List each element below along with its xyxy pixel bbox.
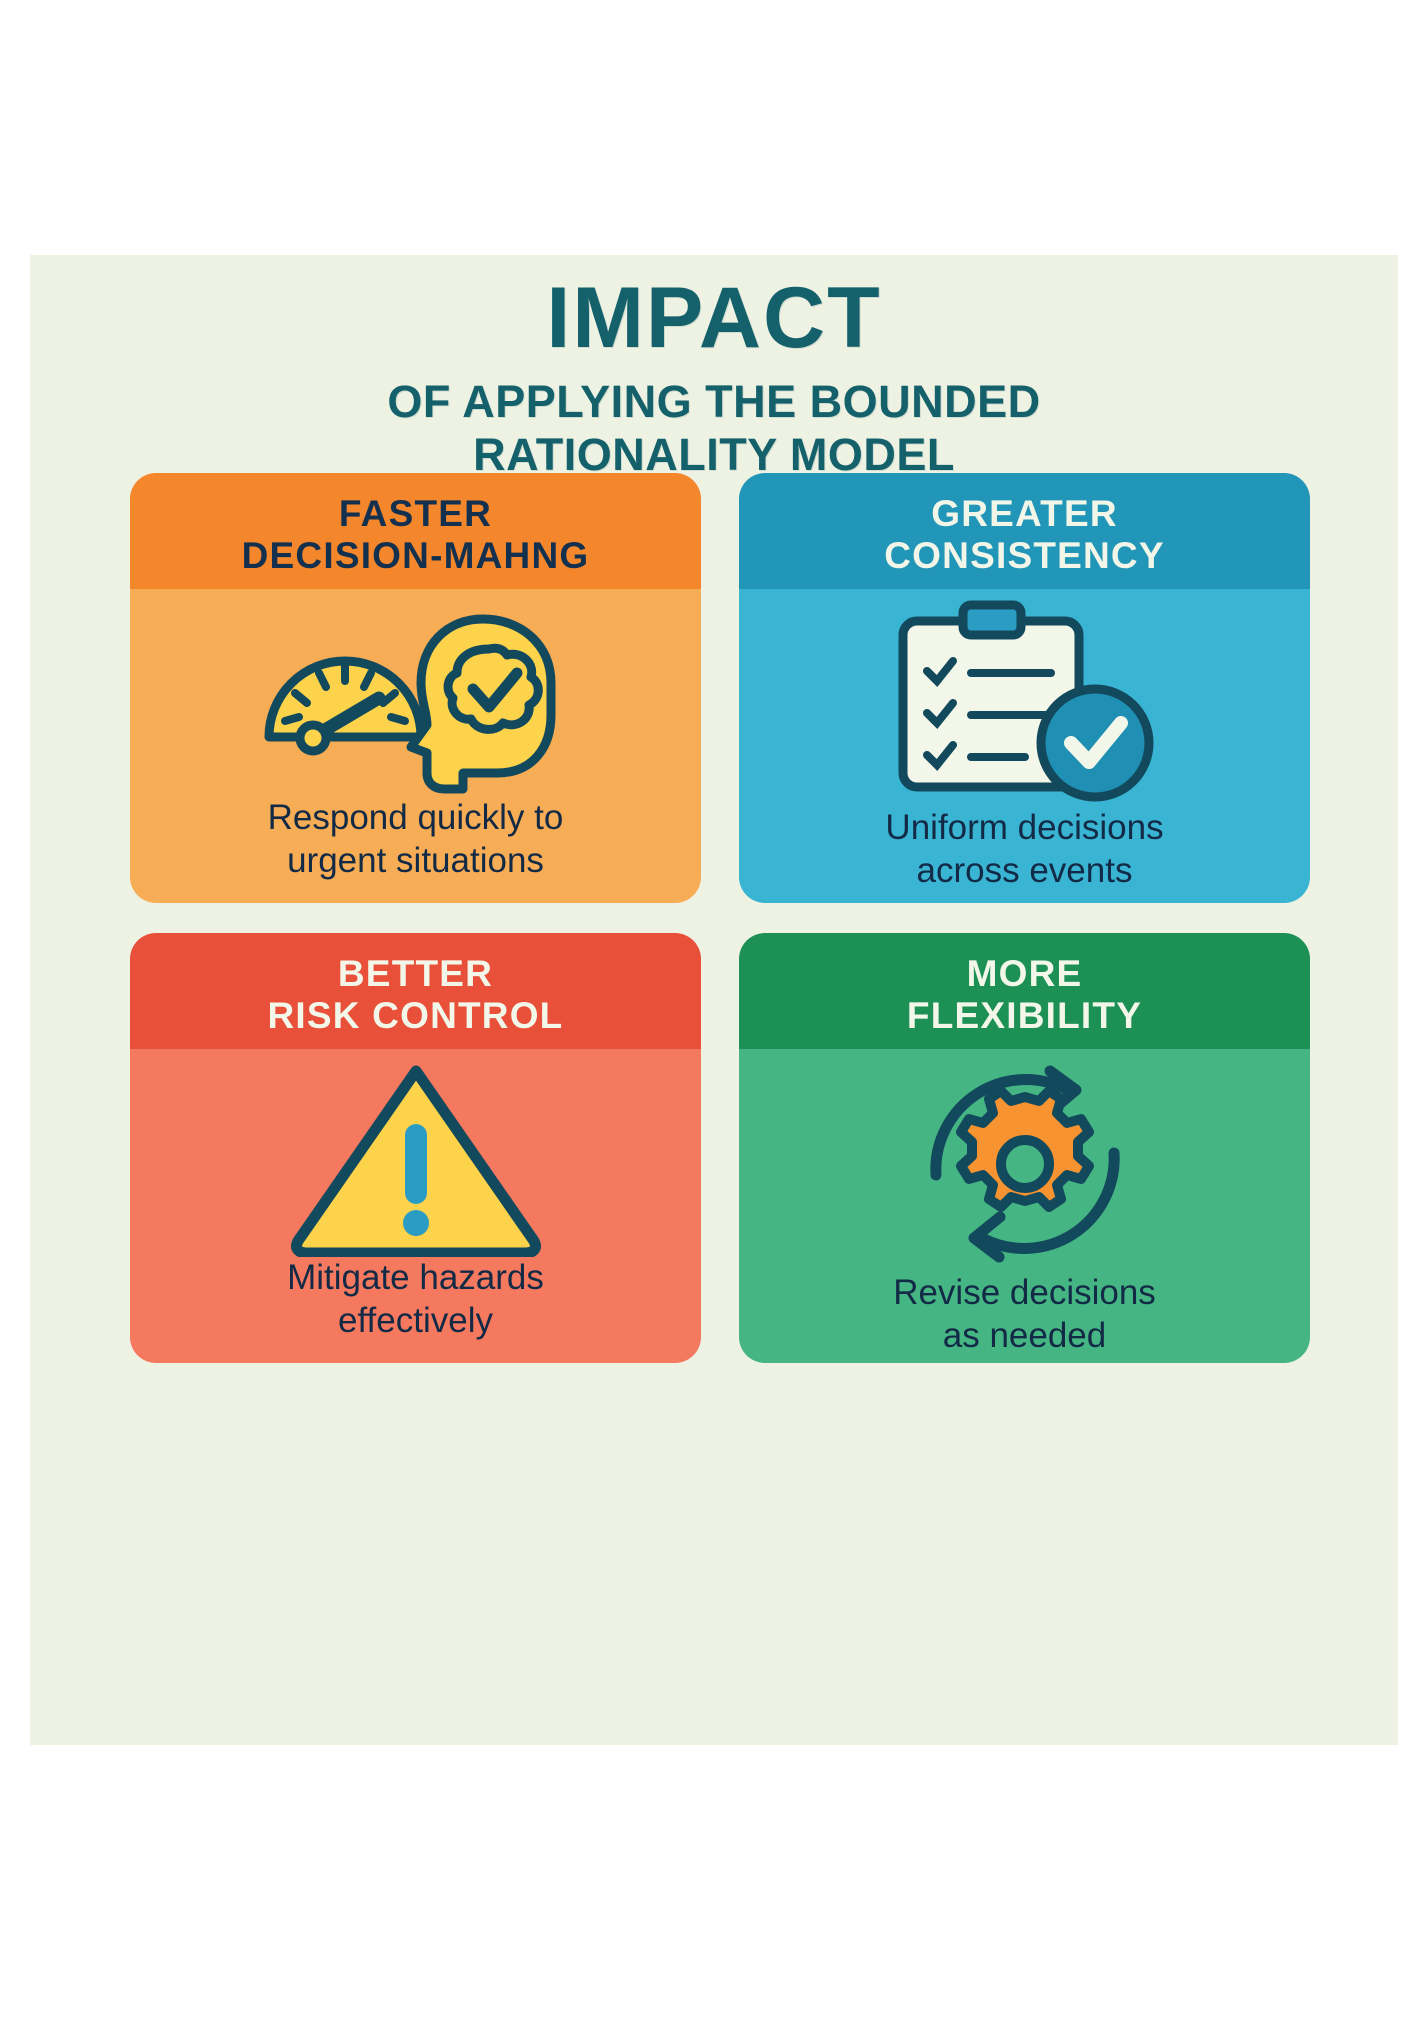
- card-body-faster-decision: Respond quickly to urgent situations: [130, 589, 701, 903]
- card-heading-line-2: FLEXIBILITY: [906, 995, 1143, 1036]
- card-header-more-flexibility: MORE FLEXIBILITY: [739, 933, 1310, 1049]
- page-subtitle-line-2: RATIONALITY MODEL: [473, 429, 955, 481]
- card-heading-line-1: FASTER: [338, 492, 493, 534]
- card-caption: Uniform decisions across events: [885, 807, 1163, 892]
- card-body-greater-consistency: Uniform decisions across events: [739, 589, 1310, 903]
- card-caption-line-2: as needed: [942, 1315, 1107, 1355]
- card-caption-line-1: Revise decisions: [893, 1273, 1156, 1312]
- clipboard-check-icon: [755, 597, 1294, 807]
- card-heading-line-1: GREATER: [931, 492, 1118, 534]
- speedometer-brain-icon: [146, 597, 685, 797]
- card-caption-line-2: effectively: [337, 1300, 493, 1340]
- card-better-risk-control[interactable]: BETTER RISK CONTROL Mitigate hazards eff…: [130, 933, 701, 1363]
- card-body-better-risk-control: Mitigate hazards effectively: [130, 1049, 701, 1363]
- card-caption-line-1: Mitigate hazards: [287, 1258, 544, 1297]
- card-greater-consistency[interactable]: GREATER CONSISTENCY: [739, 473, 1310, 903]
- card-heading-line-2: RISK CONTROL: [267, 995, 564, 1036]
- page-title: IMPACT: [546, 270, 882, 366]
- card-faster-decision[interactable]: FASTER DECISION-MAHNG: [130, 473, 701, 903]
- card-heading: MORE FLEXIBILITY: [907, 953, 1142, 1037]
- card-header-faster-decision: FASTER DECISION-MAHNG: [130, 473, 701, 589]
- card-caption-line-1: Uniform decisions: [885, 808, 1164, 847]
- card-heading: FASTER DECISION-MAHNG: [242, 493, 590, 577]
- card-caption: Mitigate hazards effectively: [287, 1257, 544, 1342]
- card-caption-line-2: urgent situations: [287, 840, 544, 880]
- card-caption: Respond quickly to urgent situations: [268, 797, 564, 882]
- card-grid: FASTER DECISION-MAHNG: [130, 473, 1310, 1363]
- card-more-flexibility[interactable]: MORE FLEXIBILITY: [739, 933, 1310, 1363]
- infographic-panel: IMPACT OF APPLYING THE BOUNDED RATIONALI…: [30, 255, 1398, 1745]
- card-header-better-risk-control: BETTER RISK CONTROL: [130, 933, 701, 1049]
- card-caption-line-1: Respond quickly to: [267, 798, 564, 837]
- gear-refresh-icon: [755, 1057, 1294, 1272]
- card-heading-line-2: CONSISTENCY: [884, 535, 1165, 576]
- warning-triangle-icon: [146, 1057, 685, 1257]
- card-heading: GREATER CONSISTENCY: [884, 493, 1164, 577]
- card-heading-line-1: BETTER: [337, 952, 494, 994]
- page-subtitle: OF APPLYING THE BOUNDED RATIONALITY MODE…: [214, 375, 1214, 481]
- card-header-greater-consistency: GREATER CONSISTENCY: [739, 473, 1310, 589]
- card-heading: BETTER RISK CONTROL: [267, 953, 563, 1037]
- card-heading-line-1: MORE: [966, 952, 1083, 994]
- card-heading-line-2: DECISION-MAHNG: [241, 535, 590, 576]
- card-caption: Revise decisions as needed: [893, 1272, 1156, 1357]
- page-subtitle-line-1: OF APPLYING THE BOUNDED: [387, 376, 1041, 427]
- title-block: IMPACT OF APPLYING THE BOUNDED RATIONALI…: [30, 255, 1398, 481]
- card-body-more-flexibility: Revise decisions as needed: [739, 1049, 1310, 1363]
- card-caption-line-2: across events: [916, 850, 1133, 890]
